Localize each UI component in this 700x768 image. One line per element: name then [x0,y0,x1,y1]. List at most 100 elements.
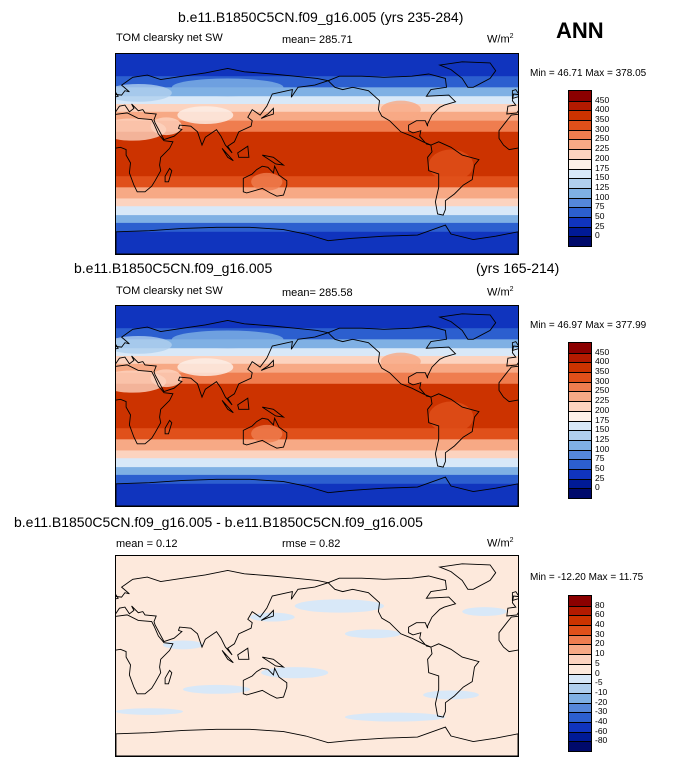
field-band [116,176,518,188]
colorbar-tick-label: 5 [595,657,600,668]
panel-2-mean-label: mean= 285.58 [282,287,353,299]
colorbar-tick-label: 10 [595,648,605,659]
colorbar-tick-label: 40 [595,619,605,630]
field-band [116,76,518,88]
colorbar-tick-label: 0 [595,482,600,493]
panel-1-map-canvas [116,54,518,254]
coastline [164,669,173,685]
field-band [116,111,518,122]
coastline [260,609,274,621]
coastline [260,359,274,371]
colorbar-tick-label: 225 [595,143,610,154]
coastline [116,319,330,406]
colorbar-tick-label: -30 [595,706,608,717]
colorbar-swatch [569,488,591,498]
panel-3-units: W/m2 [487,537,514,550]
field-blob [116,336,172,354]
colorbar-swatch [569,605,591,616]
colorbar-swatch [569,721,591,732]
field-band [116,363,518,374]
colorbar-swatch [569,372,591,382]
colorbar-tick-label: -80 [595,735,608,746]
colorbar-swatch [569,226,591,237]
colorbar-swatch [569,430,591,440]
coastline [511,89,518,99]
colorbar-swatch [569,644,591,655]
panel-2-map [115,305,519,507]
colorbar-swatch [569,352,591,363]
colorbar-tick-label: 50 [595,462,605,473]
colorbar-tick-label: 175 [595,414,610,425]
colorbar-swatch [569,158,591,169]
field-band [116,306,518,329]
field-band [116,187,518,199]
colorbar-tick-label: 75 [595,453,605,464]
colorbar-swatch [569,391,591,402]
coastline [262,656,286,668]
panel-3-map [115,555,519,757]
colorbar-swatch [569,478,591,489]
field-blob [162,640,204,650]
panel-3-colorbar [568,595,592,752]
colorbar-swatch [569,216,591,227]
coastline [438,563,497,590]
panel-3-map-canvas [116,556,518,756]
panel-2-map-canvas [116,306,518,506]
colorbar-tick-label: 60 [595,609,605,620]
coastline [511,591,518,601]
coastline [116,614,174,695]
coastline [116,569,330,656]
colorbar-tick-label: 175 [595,162,610,173]
field-band [116,54,518,77]
panel-2-variable-label: TOM clearsky net SW [116,285,223,297]
coastline [260,107,274,119]
colorbar-swatch [569,449,591,460]
panel-2-years: (yrs 165-214) [476,260,560,276]
colorbar-swatch [569,673,591,684]
field-blob [344,712,446,722]
coastline [427,643,480,718]
field-blob [428,149,474,181]
coastline [262,406,286,418]
colorbar-swatch [569,168,591,179]
coastline [511,341,518,351]
colorbar-tick-label: 300 [595,123,610,134]
panel-2-colorbar [568,342,592,499]
colorbar-swatch [569,459,591,469]
field-background [116,556,518,756]
field-blob [177,358,234,376]
panel-1-title: b.e11.B1850C5CN.f09_g16.005 (yrs 235-284… [178,9,464,25]
field-band [116,467,518,476]
colorbar-swatch [569,187,591,198]
field-band [116,348,518,357]
colorbar-tick-label: -20 [595,696,608,707]
colorbar-tick-label: 50 [595,210,605,221]
field-blob [250,612,295,622]
colorbar-tick-label: 400 [595,104,610,115]
field-blob [428,401,474,433]
panel-3-title: b.e11.B1850C5CN.f09_g16.005 - b.e11.B185… [14,514,423,530]
coastline [221,400,234,414]
colorbar-swatch [569,439,591,450]
colorbar-tick-label: 25 [595,220,605,231]
coastline [116,112,174,193]
colorbar-swatch [569,178,591,188]
colorbar-tick-label: -40 [595,715,608,726]
colorbar-swatch [569,207,591,217]
coastline [116,476,518,506]
colorbar-tick-label: 350 [595,114,610,125]
colorbar-tick-label: 30 [595,628,605,639]
field-band [116,428,518,440]
colorbar-tick-label: 150 [595,424,610,435]
colorbar-swatch [569,634,591,645]
colorbar-tick-label: -60 [595,725,608,736]
colorbar-swatch [569,236,591,246]
field-band [116,120,518,133]
coastline [116,364,174,445]
panel-2-units: W/m2 [487,286,514,299]
colorbar-swatch [569,139,591,150]
colorbar-swatch [569,381,591,392]
field-band [116,356,518,365]
field-band [116,222,518,233]
colorbar-tick-label: 250 [595,385,610,396]
